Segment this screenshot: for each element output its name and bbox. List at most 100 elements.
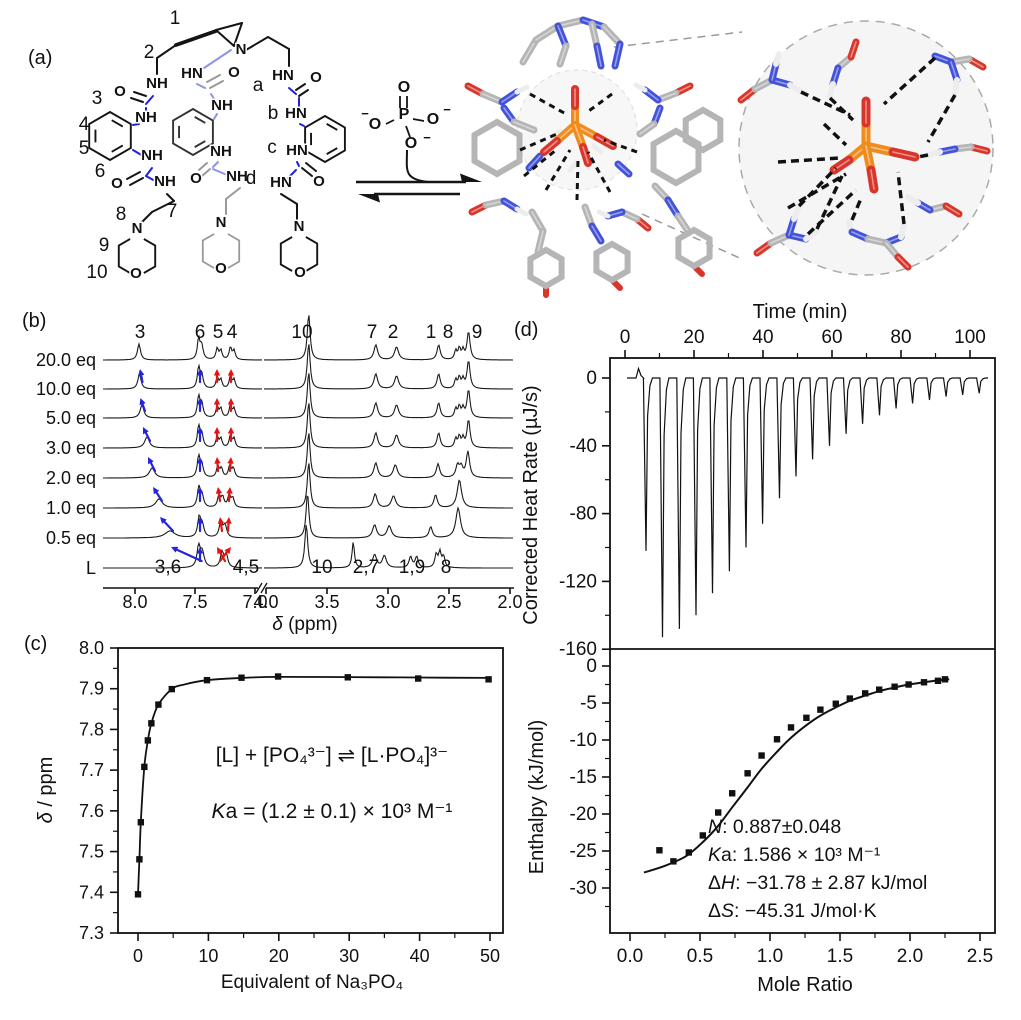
atom-label: N bbox=[236, 41, 247, 58]
phosphate-bond bbox=[385, 119, 395, 125]
hydrogen-bond-dashed bbox=[822, 122, 848, 147]
peak-assignment-label: 9 bbox=[472, 322, 483, 343]
nmr-trace bbox=[103, 373, 513, 419]
tick-label: 7.3 bbox=[79, 923, 104, 943]
position-number: 1 bbox=[170, 8, 181, 29]
tick-label: -40 bbox=[570, 436, 597, 457]
axis-break bbox=[255, 582, 263, 594]
peak-assignment-label: 8 bbox=[443, 322, 454, 343]
bond bbox=[151, 200, 175, 213]
tick-label: 0.5 bbox=[687, 946, 713, 967]
tick-label: 40 bbox=[752, 327, 773, 348]
tick-label: 0 bbox=[586, 656, 597, 677]
data-point bbox=[832, 700, 839, 707]
peak-assignment-label: 2,7 bbox=[353, 557, 379, 578]
atom-label: O bbox=[215, 260, 227, 277]
stick-sheen bbox=[850, 41, 857, 58]
shift-arrow-head bbox=[224, 547, 231, 555]
hydrogen-bond-dashed bbox=[787, 172, 847, 210]
nmr-trace bbox=[103, 433, 514, 479]
panel-d-enthalpy-axis-title: Enthalpy (kJ/mol) bbox=[526, 720, 548, 875]
nmr-trace bbox=[103, 403, 513, 449]
stick-sheen bbox=[897, 256, 909, 268]
tick-label: -160 bbox=[559, 639, 597, 660]
stick-sheen bbox=[591, 23, 598, 47]
peak-assignment-label: 1 bbox=[426, 322, 437, 343]
benzene-double-bond bbox=[326, 123, 338, 131]
tick-label: -15 bbox=[570, 767, 597, 788]
atom-label: NH bbox=[154, 173, 176, 190]
inset-connector bbox=[641, 213, 745, 261]
equivalents-label: 0.5 eq bbox=[46, 528, 96, 548]
stick-bond bbox=[633, 82, 648, 93]
panel-d-time-axis-title: Time (min) bbox=[753, 301, 848, 323]
bond bbox=[295, 83, 306, 91]
stick-sheen bbox=[950, 61, 958, 81]
stick-bond bbox=[894, 253, 912, 271]
atom-gap bbox=[213, 264, 229, 280]
bond bbox=[130, 97, 144, 103]
shift-arrow-head bbox=[213, 427, 221, 434]
shift-arrow bbox=[228, 462, 232, 473]
shift-arrow-head bbox=[227, 457, 234, 464]
shift-arrow-head bbox=[213, 398, 221, 405]
stick-bond bbox=[600, 23, 624, 48]
data-point bbox=[656, 847, 663, 854]
peak-assignment-label: 1,9 bbox=[399, 557, 425, 578]
hydrogen-bond-dashed bbox=[896, 171, 906, 225]
position-number: 4 bbox=[79, 114, 90, 135]
peak-assignment-label: 4 bbox=[227, 322, 238, 343]
equivalents-label: 20.0 eq bbox=[36, 350, 96, 370]
tick-label: 2.5 bbox=[967, 946, 993, 967]
shift-arrow bbox=[227, 492, 231, 503]
shift-arrow bbox=[216, 462, 220, 473]
bond bbox=[132, 123, 140, 126]
panel-d-heatrate-axis-title: Corrected Heat Rate (µJ/s) bbox=[520, 385, 542, 624]
equilibrium-arrowhead bbox=[460, 173, 482, 182]
tick-label: 60 bbox=[821, 327, 842, 348]
peak-assignment-label: 3,6 bbox=[155, 557, 181, 578]
bond bbox=[206, 74, 221, 83]
data-point bbox=[155, 701, 162, 708]
tick-label: 7.0 bbox=[242, 592, 267, 612]
data-point bbox=[203, 676, 211, 684]
bond bbox=[145, 175, 158, 183]
hydrogen-bond-dashed bbox=[585, 92, 613, 115]
stick-bond bbox=[829, 155, 854, 175]
atom-label: NH bbox=[146, 75, 168, 92]
data-point bbox=[670, 858, 677, 865]
shift-arrow-head bbox=[227, 369, 235, 376]
tick-label: 20 bbox=[269, 946, 289, 966]
nmr-trace bbox=[103, 495, 513, 539]
equivalents-label: 5.0 eq bbox=[46, 408, 96, 428]
nh-site-letter: d bbox=[246, 168, 257, 189]
bond bbox=[212, 161, 219, 168]
stick-sheen bbox=[513, 121, 535, 131]
hydrogen-bond-dashed bbox=[586, 151, 612, 193]
shift-arrow-head bbox=[196, 487, 204, 494]
stick-sheen bbox=[582, 146, 589, 164]
fit-curve bbox=[137, 675, 489, 895]
stick-sheen bbox=[945, 205, 960, 215]
bond bbox=[215, 22, 243, 31]
benzene-double-bond bbox=[111, 119, 124, 128]
shift-arrow-head bbox=[196, 369, 204, 376]
data-point bbox=[876, 686, 883, 693]
bond bbox=[287, 169, 297, 179]
position-number: 9 bbox=[99, 235, 110, 256]
stick-sheen bbox=[677, 215, 689, 232]
stick-bond bbox=[532, 22, 562, 44]
shift-arrow bbox=[219, 522, 224, 533]
tick-label: 2.0 bbox=[497, 592, 522, 612]
stick-bond bbox=[898, 222, 907, 240]
tick-label: -30 bbox=[570, 878, 597, 899]
atom-label: HN bbox=[270, 174, 292, 191]
tick-label: 1.5 bbox=[827, 946, 853, 967]
stick-bond bbox=[847, 38, 860, 61]
shift-arrow bbox=[218, 551, 229, 563]
bond bbox=[139, 211, 153, 225]
panel-d-itc: 0 20 40 60 80 1000-40-80-120-1600-5-10-15-20-… bbox=[559, 327, 996, 967]
bond bbox=[213, 145, 219, 151]
equivalents-label: 10.0 eq bbox=[36, 379, 96, 399]
